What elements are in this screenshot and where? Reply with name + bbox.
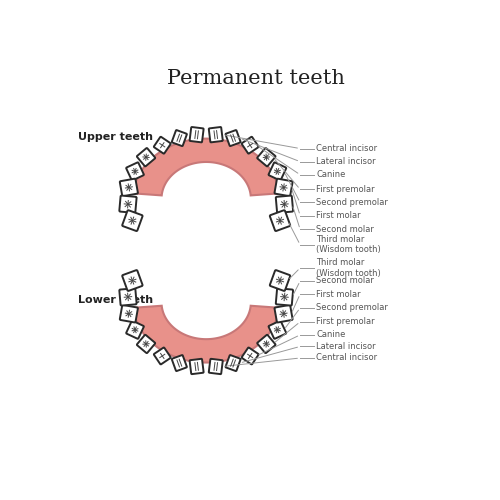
FancyBboxPatch shape (126, 321, 144, 339)
FancyBboxPatch shape (258, 335, 276, 353)
Text: Second molar: Second molar (316, 225, 374, 234)
Text: First premolar: First premolar (316, 318, 375, 326)
FancyBboxPatch shape (120, 288, 136, 306)
FancyBboxPatch shape (190, 127, 203, 142)
FancyBboxPatch shape (268, 162, 286, 180)
Text: First molar: First molar (316, 211, 361, 220)
Text: Central incisor: Central incisor (316, 354, 378, 362)
FancyBboxPatch shape (154, 137, 170, 154)
FancyBboxPatch shape (120, 305, 138, 322)
FancyBboxPatch shape (268, 321, 286, 339)
FancyBboxPatch shape (172, 355, 187, 371)
Text: First molar: First molar (316, 290, 361, 298)
FancyBboxPatch shape (137, 335, 155, 353)
Text: Lateral incisor: Lateral incisor (316, 157, 376, 166)
Text: Second molar: Second molar (316, 276, 374, 285)
FancyBboxPatch shape (242, 137, 258, 154)
FancyBboxPatch shape (126, 162, 144, 180)
FancyBboxPatch shape (274, 178, 292, 196)
Text: Third molar
(Wisdom tooth): Third molar (Wisdom tooth) (316, 235, 381, 255)
Text: Upper teeth: Upper teeth (78, 132, 152, 142)
Text: Canine: Canine (316, 170, 346, 179)
FancyBboxPatch shape (270, 270, 290, 291)
Polygon shape (134, 306, 279, 362)
FancyBboxPatch shape (274, 305, 292, 322)
FancyBboxPatch shape (190, 359, 203, 374)
FancyBboxPatch shape (270, 210, 290, 231)
Text: Canine: Canine (316, 330, 346, 340)
FancyBboxPatch shape (122, 210, 142, 231)
Text: Permanent teeth: Permanent teeth (168, 69, 345, 88)
FancyBboxPatch shape (137, 148, 155, 167)
Text: Central incisor: Central incisor (316, 144, 378, 153)
Text: Second premolar: Second premolar (316, 198, 388, 207)
FancyBboxPatch shape (276, 288, 293, 306)
FancyBboxPatch shape (209, 359, 222, 374)
FancyBboxPatch shape (120, 178, 138, 196)
Text: Second premolar: Second premolar (316, 304, 388, 312)
FancyBboxPatch shape (226, 130, 240, 146)
FancyBboxPatch shape (172, 130, 187, 146)
FancyBboxPatch shape (209, 127, 222, 142)
FancyBboxPatch shape (276, 196, 293, 213)
Text: Third molar
(Wisdom tooth): Third molar (Wisdom tooth) (316, 258, 381, 278)
FancyBboxPatch shape (258, 148, 276, 167)
FancyBboxPatch shape (242, 348, 258, 364)
FancyBboxPatch shape (122, 270, 142, 291)
FancyBboxPatch shape (120, 196, 136, 213)
FancyBboxPatch shape (154, 348, 170, 364)
Text: First premolar: First premolar (316, 185, 375, 194)
Text: Lower teeth: Lower teeth (78, 295, 152, 305)
FancyBboxPatch shape (226, 355, 240, 371)
Polygon shape (134, 138, 279, 196)
Text: Lateral incisor: Lateral incisor (316, 342, 376, 351)
